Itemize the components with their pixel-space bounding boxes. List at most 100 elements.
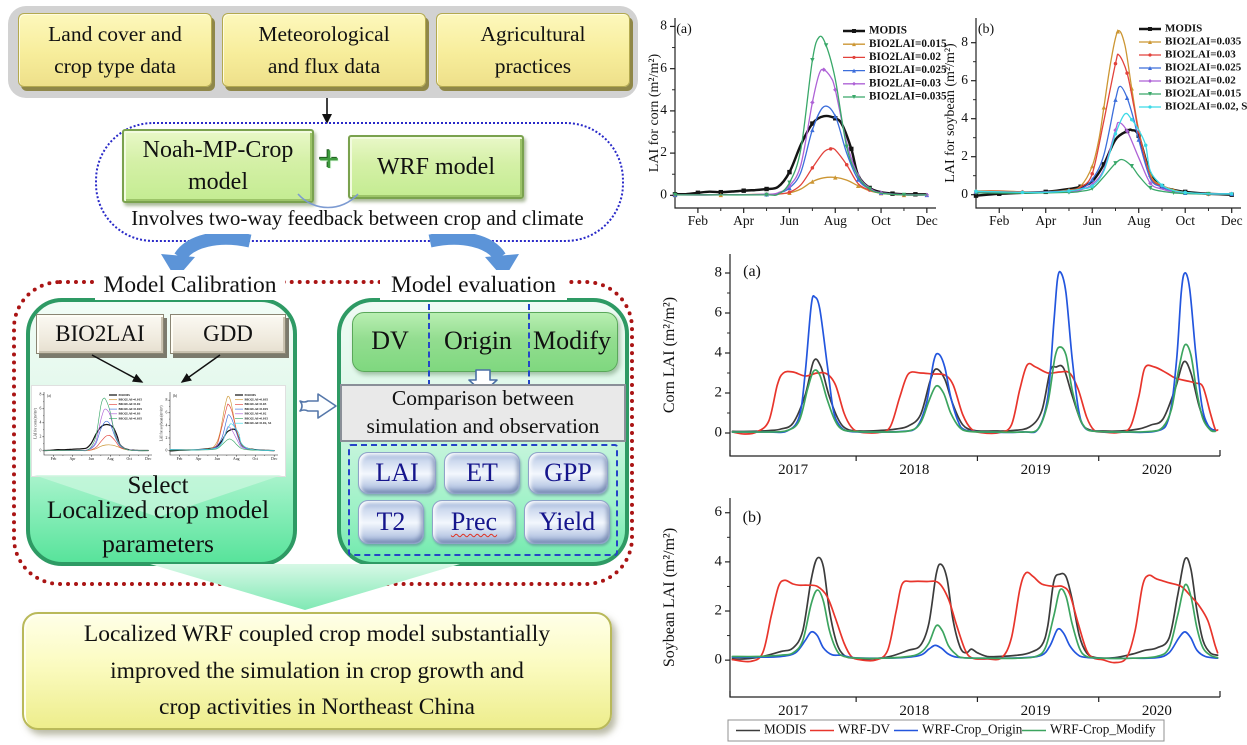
svg-text:WRF-Crop_Modify: WRF-Crop_Modify — [1050, 722, 1156, 737]
svg-text:MODIS: MODIS — [869, 25, 907, 37]
svg-text:2017: 2017 — [778, 462, 809, 478]
svg-text:Aug: Aug — [233, 457, 240, 461]
svg-text:Dec: Dec — [1221, 213, 1243, 228]
svg-text:6: 6 — [715, 504, 723, 520]
svg-text:BIO2LAI=0.025: BIO2LAI=0.025 — [1165, 62, 1242, 74]
scheme-box — [352, 312, 618, 372]
metric-yield: Yield — [524, 500, 610, 544]
svg-text:BIO2LAI=0.025: BIO2LAI=0.025 — [119, 407, 143, 411]
svg-text:4: 4 — [39, 421, 41, 425]
down-arrow-icon — [322, 98, 332, 124]
svg-text:Feb: Feb — [688, 213, 709, 228]
calibration-inset-charts — [31, 385, 286, 477]
scheme-dv: DV — [371, 326, 409, 355]
svg-text:BIO2LAI=0.03: BIO2LAI=0.03 — [119, 412, 141, 416]
svg-text:BIO2LAI=0.015: BIO2LAI=0.015 — [1165, 88, 1242, 100]
svg-text:Dec: Dec — [145, 457, 151, 461]
svg-text:4: 4 — [660, 102, 667, 117]
svg-text:MODIS: MODIS — [245, 393, 257, 397]
svg-text:2: 2 — [165, 436, 167, 440]
svg-text:LAI for soybean (m²/m²): LAI for soybean (m²/m²) — [943, 43, 958, 183]
svg-text:Aug: Aug — [824, 213, 847, 228]
feedback-arc-icon — [297, 193, 359, 209]
bio2lai-button: BIO2LAI — [36, 314, 164, 354]
calibration-result: Localized crop model parameters — [46, 494, 270, 558]
chart-corn-lai-timeseries: 0 2 4 6 8 2017 2018 2019 2020 Corn LAI (m²/m²) (a) — [650, 244, 1247, 492]
svg-text:4: 4 — [715, 344, 723, 360]
svg-text:Apr: Apr — [1035, 213, 1056, 228]
svg-text:Jun: Jun — [780, 213, 799, 228]
svg-text:6: 6 — [715, 304, 723, 320]
curved-arrow-left-icon — [161, 234, 252, 279]
svg-text:BIO2LAI=0.03: BIO2LAI=0.03 — [1165, 49, 1236, 61]
svg-text:6: 6 — [165, 411, 167, 415]
scheme-separator-1 — [428, 304, 430, 386]
metrics-frame — [348, 444, 618, 556]
svg-text:Dec: Dec — [916, 213, 938, 228]
svg-text:2018: 2018 — [899, 703, 929, 719]
svg-text:Apr: Apr — [195, 457, 202, 461]
svg-text:6: 6 — [961, 72, 968, 87]
coupling-oval — [95, 122, 624, 242]
svg-text:2: 2 — [961, 148, 968, 163]
svg-text:0: 0 — [39, 449, 41, 453]
svg-text:0: 0 — [961, 186, 968, 201]
curved-arrow-right-icon — [428, 234, 519, 279]
svg-text:2: 2 — [715, 384, 723, 400]
input-box-meteorological: Meteorological and flux data — [222, 13, 426, 87]
inset-chart-soybean: 0 2 4 6 8 Feb Apr Jun Aug Oct Dec LAI for soybean (… — [159, 387, 283, 473]
svg-text:Feb: Feb — [51, 457, 57, 461]
input-box-agricultural: Agricultural practices — [436, 13, 630, 87]
evaluation-title: Model evaluation — [380, 270, 567, 300]
metric-gpp: GPP — [528, 452, 608, 494]
svg-text:(b): (b) — [978, 22, 995, 37]
svg-text:(b): (b) — [743, 509, 762, 526]
svg-text:(a): (a) — [47, 394, 52, 398]
svg-text:BIO2LAI=0.02: BIO2LAI=0.02 — [119, 402, 141, 406]
metric-lai: LAI — [358, 452, 436, 494]
noah-mp-crop-box: Noah-MP-Crop model — [122, 129, 314, 203]
svg-text:4: 4 — [961, 110, 968, 125]
svg-text:BIO2LAI=0.02: BIO2LAI=0.02 — [245, 412, 267, 416]
chart-corn-bio2lai: 0 2 4 6 8 Feb Apr Jun Aug Oct Dec LAI for corn (m²/… — [647, 2, 948, 242]
svg-text:Apr: Apr — [733, 213, 754, 228]
svg-text:BIO2LAI=0.015: BIO2LAI=0.015 — [119, 397, 143, 401]
svg-text:(b): (b) — [173, 394, 178, 398]
svg-text:2: 2 — [660, 144, 667, 159]
chart-soybean-lai-timeseries: 0 2 4 6 2017 2018 2019 2020 Soybean LAI (m²/m²) (… — [650, 492, 1247, 745]
svg-text:0: 0 — [660, 186, 667, 201]
scheme-separator-2 — [528, 304, 530, 386]
svg-text:2018: 2018 — [899, 462, 929, 478]
svg-text:Aug: Aug — [107, 457, 114, 461]
svg-text:2017: 2017 — [778, 703, 809, 719]
svg-text:8: 8 — [39, 393, 41, 397]
svg-text:BIO2LAI=0.02, S1: BIO2LAI=0.02, S1 — [245, 421, 272, 425]
svg-text:BIO2LAI=0.035: BIO2LAI=0.035 — [245, 397, 269, 401]
svg-text:MODIS: MODIS — [764, 722, 807, 737]
conclusion-funnel-icon — [150, 564, 460, 610]
svg-text:2: 2 — [715, 602, 723, 618]
svg-text:BIO2LAI=0.035: BIO2LAI=0.035 — [869, 91, 947, 103]
metric-prec: Prec — [432, 500, 516, 544]
svg-text:0: 0 — [715, 424, 723, 440]
svg-text:6: 6 — [660, 60, 667, 75]
wrf-model-box: WRF model — [348, 135, 524, 199]
scheme-modify: Modify — [533, 326, 611, 355]
svg-text:2020: 2020 — [1142, 462, 1172, 478]
conclusion-box: Localized WRF coupled crop model substan… — [22, 612, 612, 730]
select-label: Select — [127, 472, 189, 499]
input-box-land-cover: Land cover and crop type data — [18, 13, 212, 87]
svg-text:0: 0 — [165, 448, 167, 452]
svg-text:Apr: Apr — [69, 457, 76, 461]
svg-text:BIO2LAI=0.015: BIO2LAI=0.015 — [245, 416, 269, 420]
svg-text:Aug: Aug — [1127, 213, 1150, 228]
svg-text:BIO2LAI=0.02: BIO2LAI=0.02 — [869, 51, 941, 63]
select-funnel-icon — [34, 475, 282, 517]
svg-text:Oct: Oct — [253, 457, 259, 461]
metric-t2: T2 — [358, 500, 424, 544]
svg-text:Corn LAI (m²/m²): Corn LAI (m²/m²) — [661, 297, 678, 413]
svg-text:2020: 2020 — [1142, 703, 1172, 719]
svg-text:2: 2 — [39, 435, 41, 439]
svg-text:LAI for corn (m²/m²): LAI for corn (m²/m²) — [33, 408, 37, 439]
svg-text:BIO2LAI=0.02: BIO2LAI=0.02 — [1165, 75, 1236, 87]
